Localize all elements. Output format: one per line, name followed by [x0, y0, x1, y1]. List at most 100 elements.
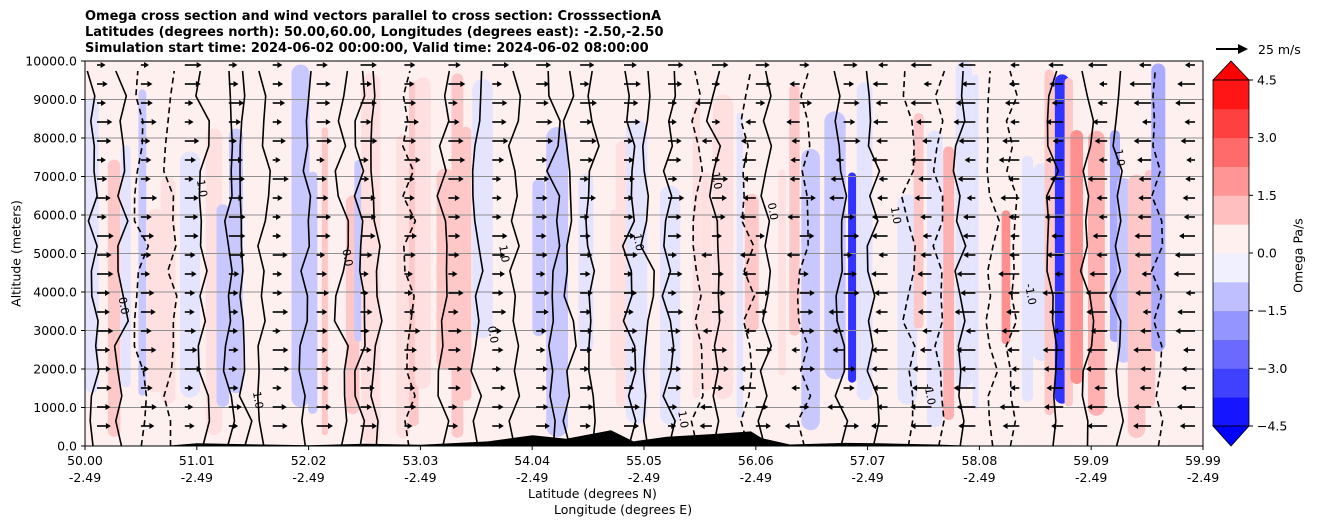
wind-vector-head: [283, 309, 289, 315]
wind-vector-head: [871, 214, 877, 220]
wind-vector-head: [1184, 119, 1190, 125]
wind-vector-head: [1001, 328, 1007, 334]
wind-vector-head: [152, 195, 158, 201]
y-tick-label: 3000.0: [33, 323, 77, 338]
wind-vector-head: [715, 119, 721, 125]
wind-vector-head: [1133, 404, 1139, 410]
wind-vector-head: [999, 404, 1005, 410]
wind-vector-head: [587, 119, 593, 125]
wind-vector-head: [496, 195, 502, 201]
wind-vector-head: [878, 252, 884, 258]
y-axis: 0.0 1000.0 2000.0 3000.0 4000.0 5000.0 6000.0 7…: [25, 54, 85, 454]
quiver-key-arrow-icon: [1238, 44, 1248, 54]
wind-vector-head: [702, 328, 708, 334]
contour-label: 1.0: [496, 244, 512, 263]
wind-vector-head: [1133, 347, 1139, 353]
wind-vector-head: [102, 81, 108, 87]
wind-vector-head: [635, 81, 641, 87]
colorbar-band: [1213, 80, 1249, 110]
wind-vector-head: [852, 62, 858, 68]
wind-vector-head: [965, 328, 971, 334]
wind-vector-head: [1183, 214, 1189, 220]
wind-vector-head: [803, 271, 809, 277]
wind-vector-head: [453, 423, 459, 429]
wind-vector-head: [1004, 100, 1010, 106]
wind-vector-head: [1185, 176, 1191, 182]
wind-vector-head: [233, 385, 239, 391]
contour-line: [222, 70, 236, 446]
wind-vector-head: [809, 328, 815, 334]
wind-vector-head: [191, 157, 196, 163]
wind-vector-head: [587, 385, 593, 391]
x-tick-label-longitude: -2.49: [628, 470, 660, 485]
wind-vector-head: [958, 62, 964, 68]
colorbar-band: [1213, 397, 1249, 427]
wind-vector-head: [715, 81, 721, 87]
wind-vector-head: [193, 195, 199, 201]
wind-vector-head: [1048, 62, 1054, 68]
wind-vector-head: [233, 328, 239, 334]
wind-vector-head: [498, 404, 504, 410]
wind-vector-head: [910, 100, 916, 106]
y-tick-label: 5000.0: [33, 246, 77, 261]
wind-vector-head: [195, 81, 201, 87]
wind-vector-head: [810, 366, 816, 372]
contour-line: [507, 70, 522, 446]
wind-vector-head: [587, 252, 593, 258]
colorbar-band: [1213, 310, 1249, 340]
wind-vector-head: [234, 271, 240, 277]
contour-labels: 0.0 1.0 0.0 1.0 1.0 1.0 0.0 1.0 -1.0 1.0 1.0 -1.0 0.…: [116, 148, 1128, 429]
wind-vector-head: [452, 100, 458, 106]
wind-vector-head: [1096, 195, 1102, 201]
contour-label: 1.0: [1112, 148, 1128, 167]
wind-vector-head: [764, 62, 770, 68]
wind-vector-head: [878, 176, 884, 182]
wind-vector-head: [1051, 100, 1057, 106]
wind-vector-head: [320, 252, 326, 258]
wind-vector-head: [412, 233, 417, 239]
wind-vector-head: [196, 366, 202, 372]
wind-vector-head: [1054, 271, 1060, 277]
wind-vector-head: [851, 271, 857, 277]
contour-label: 1.0: [250, 390, 266, 409]
wind-vector-head: [1007, 290, 1013, 296]
wind-vector-head: [584, 176, 590, 182]
wind-vector-head: [105, 347, 111, 353]
wind-vector-head: [188, 385, 194, 391]
wind-vector-head: [101, 100, 106, 106]
wind-vector-head: [958, 138, 964, 144]
y-tick-label: 10000.0: [25, 54, 77, 69]
wind-vector-head: [676, 214, 682, 220]
contour-line: [1079, 70, 1095, 446]
x-tick-label-longitude: -2.49: [404, 470, 436, 485]
wind-vector-head: [592, 100, 597, 106]
wind-vector-head: [1089, 271, 1095, 277]
omega-fill-patch: [472, 79, 493, 339]
wind-vector-head: [322, 309, 328, 315]
x-tick-label-latitude: 59.09: [1073, 453, 1109, 468]
wind-vector-head: [280, 100, 286, 106]
wind-vector-head: [787, 214, 793, 220]
wind-vector-head: [1094, 138, 1100, 144]
wind-vector-head: [1092, 233, 1098, 239]
wind-vector-head: [409, 214, 415, 220]
wind-vector-head: [634, 423, 640, 429]
wind-vector-head: [325, 100, 331, 106]
wind-vector-head: [458, 290, 464, 296]
wind-vector-head: [835, 157, 841, 163]
wind-vector-head: [847, 252, 853, 258]
omega-fill-patch: [436, 168, 455, 370]
wind-vector-head: [632, 290, 637, 296]
x-tick-label-longitude: -2.49: [851, 470, 883, 485]
wind-vector-head: [791, 347, 797, 353]
wind-vector-head: [415, 328, 421, 334]
contour-label: 1.0: [888, 206, 904, 225]
wind-vector-head: [960, 290, 966, 296]
omega-fill-patch: [396, 134, 411, 439]
wind-vector-head: [108, 328, 114, 334]
contour-line: [195, 70, 211, 446]
wind-vector-head: [1042, 290, 1048, 296]
colorbar: 4.5 3.0 1.5 0.0 −1.5 −3.0 −4.5: [1212, 60, 1287, 447]
x-tick-label-latitude: 51.01: [179, 453, 215, 468]
wind-vector-head: [759, 233, 765, 239]
